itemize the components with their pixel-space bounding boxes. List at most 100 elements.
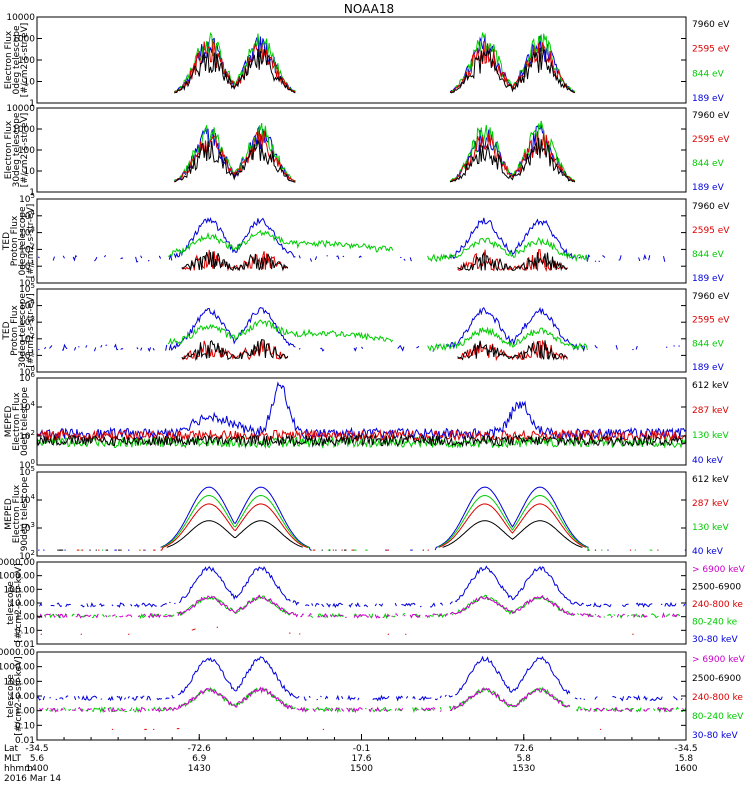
x-tick-mlt: 6.9: [192, 754, 207, 764]
y-axis-label: [#/cm2-s-str-eV]: [20, 113, 30, 188]
y-tick-label: 1.00: [15, 613, 35, 623]
series-8-30-80-kev: [37, 657, 685, 701]
legend-entry: 844 eV: [692, 339, 725, 349]
y-tick-label: 0.01: [15, 640, 35, 650]
y-axis-label: TED: [2, 321, 12, 340]
y-tick-label: 1000.00: [0, 572, 35, 582]
legend-entry: 40 keV: [692, 547, 724, 557]
x-tick-lat: -34.5: [674, 744, 697, 754]
x-tick-lat: -34.5: [25, 744, 48, 754]
x-row-label: MLT: [4, 754, 22, 764]
x-row-label: Lat: [4, 744, 19, 754]
panel-frame: [36, 561, 687, 645]
legend-entry: 2595 eV: [692, 45, 730, 55]
y-tick-label: 10000: [6, 13, 35, 23]
series-4-189-ev: [38, 306, 680, 352]
series-5-612-kev: [36, 433, 687, 448]
legend-entry: 80-240 keV: [692, 712, 744, 722]
y-tick-label: 0.10: [15, 721, 35, 731]
x-row-label: 2016 Mar 14: [4, 774, 61, 784]
y-tick-label: 1000: [12, 125, 35, 135]
panel-7: 10000.00 1000.00 100.00 10.00 1.00 0.10 0.01 te…: [0, 558, 746, 650]
legend-entry: 189 eV: [692, 94, 725, 104]
y-axis-label: Electron Flux: [4, 30, 14, 89]
panel-8: 10000.00 1000.00 100.00 10.00 1.00 0.10 0.01 te…: [0, 648, 746, 746]
legend-entry: 612 keV: [692, 475, 729, 485]
y-axis-label: 30deg telescope: [12, 112, 22, 187]
x-row-label: hhmm: [4, 764, 33, 774]
y-axis-label: Electron Flux: [12, 392, 22, 451]
y-tick-label: 10000: [6, 104, 35, 114]
series-7-240-800-ke: [41, 627, 663, 634]
panel-frame: [36, 107, 687, 193]
y-tick-label: 100.00: [4, 677, 36, 687]
x-tick-hhmm: 1500: [350, 764, 373, 774]
y-axis-label: TED: [2, 232, 12, 251]
y-axis-label: [#/cm2-s-str-keV]: [14, 656, 24, 735]
legend-entry: 7960 eV: [692, 20, 730, 30]
x-tick-mlt: 17.6: [351, 754, 371, 764]
legend-entry: 2595 eV: [692, 316, 730, 326]
plot-title: NOAA18: [344, 2, 394, 16]
y-tick-label: 10000.00: [0, 648, 35, 658]
series-6-612-kev: [58, 521, 686, 550]
y-axis-label: telescope: [6, 581, 16, 625]
x-axis: -34.55.61400-72.66.91430-0.117.6150072.6…: [4, 734, 698, 784]
legend-entry: 2500-6900: [692, 583, 741, 593]
x-tick-mlt: 5.6: [30, 754, 45, 764]
legend-entry: 2500-6900: [692, 674, 741, 684]
x-tick-mlt: 5.8: [679, 754, 694, 764]
legend-entry: 30-80 keV: [692, 731, 738, 741]
legend-entry: 7960 eV: [692, 292, 730, 302]
y-axis-label: Electron Flux: [12, 484, 22, 543]
legend-entry: 844 eV: [692, 69, 725, 79]
x-tick-mlt: 5.8: [517, 754, 532, 764]
panel-frame: [36, 16, 687, 104]
legend-entry: 612 keV: [692, 381, 729, 391]
series-6-287-kev: [57, 504, 686, 550]
legend-entry: 40 keV: [692, 456, 724, 466]
y-axis-label: Proton Flux: [10, 305, 20, 356]
y-tick-label: 100: [18, 56, 35, 66]
panel-frame: [36, 377, 687, 466]
y-axis-label: telescope: [6, 674, 16, 718]
legend-entry: 7960 eV: [692, 111, 730, 121]
y-axis-label: [#/cm2-s-str-eV]: [20, 23, 30, 98]
legend-entry: 844 eV: [692, 159, 725, 169]
y-tick-label: 0.01: [15, 736, 35, 746]
x-tick-hhmm: 1400: [26, 764, 49, 774]
x-tick-lat: 72.6: [514, 744, 534, 754]
y-tick-label: 10: [24, 167, 36, 177]
series-6-130-kev: [60, 496, 685, 551]
y-tick-label: 100: [18, 146, 35, 156]
y-tick-label: 1000.00: [0, 663, 35, 673]
series-8-80-240-kev: [45, 686, 687, 714]
panel-frame: [36, 198, 687, 284]
legend-entry: 240-800 ke: [692, 693, 743, 703]
y-tick-label: 1.00: [15, 707, 35, 717]
series-4-7960-ev: [181, 339, 568, 361]
series-4-844-ev: [167, 319, 588, 352]
legend-entry: > 6900 keV: [692, 565, 746, 575]
y-axis-label: MEPED: [4, 498, 14, 530]
legend-entry: 7960 eV: [692, 202, 730, 212]
series-7-80-240-ke: [37, 595, 686, 618]
x-tick-lat: -72.6: [188, 744, 212, 754]
y-tick-label: 100.00: [4, 585, 36, 595]
x-tick-lat: -0.1: [353, 744, 371, 754]
y-axis-label: [#/cm2-s-str-eV]: [26, 204, 36, 279]
x-tick-hhmm: 1530: [512, 764, 535, 774]
y-tick-label: 10.00: [9, 692, 35, 702]
series-3-7960-ev: [181, 251, 568, 272]
y-tick-label: 105: [19, 192, 35, 205]
y-tick-label: 1: [29, 188, 35, 198]
series-5-130-kev: [36, 435, 687, 450]
y-axis-label: 0deg telescope: [20, 387, 30, 457]
legend-entry: 287 keV: [692, 499, 729, 509]
